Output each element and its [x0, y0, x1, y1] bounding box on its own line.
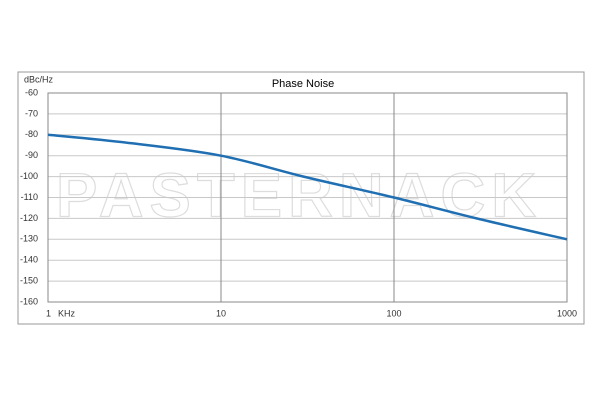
y-tick-label: -100	[20, 171, 38, 181]
y-tick-label: -150	[20, 275, 38, 285]
y-tick-label: -80	[25, 129, 38, 139]
x-tick-label: 10	[216, 308, 226, 318]
x-tick-label: 100	[386, 308, 401, 318]
x-tick-label: 1000	[557, 308, 577, 318]
y-tick-label: -160	[20, 296, 38, 306]
y-tick-label: -120	[20, 213, 38, 223]
plot-area	[47, 92, 568, 303]
y-axis-label: dBc/Hz	[24, 74, 54, 84]
y-tick-label: -90	[25, 150, 38, 160]
watermark: PASTERNACK	[56, 161, 536, 230]
y-tick-label: -140	[20, 255, 38, 265]
y-tick-label: -70	[25, 108, 38, 118]
y-tick-label: -110	[21, 192, 38, 202]
x-tick-label: 1	[46, 308, 51, 318]
chart-title: Phase Noise	[272, 78, 334, 90]
data-line	[47, 133, 568, 241]
x-axis-label: KHz	[58, 308, 76, 318]
y-tick-label: -130	[20, 234, 38, 244]
y-tick-label: -60	[25, 87, 38, 97]
